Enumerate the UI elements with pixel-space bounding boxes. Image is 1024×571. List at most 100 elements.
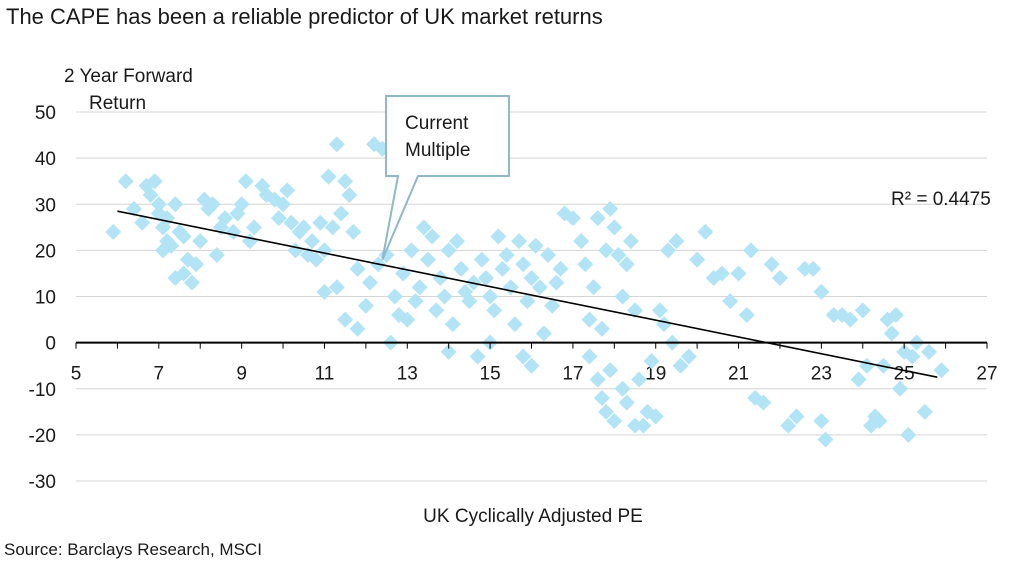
data-point <box>921 343 938 360</box>
data-point <box>295 219 312 236</box>
data-point <box>125 200 142 217</box>
data-point <box>105 223 122 240</box>
x-tick-label: 23 <box>811 364 832 385</box>
data-point <box>813 413 830 430</box>
data-point <box>598 242 615 259</box>
gridlines <box>76 111 987 482</box>
data-point <box>593 320 610 337</box>
data-point <box>341 187 358 204</box>
y-tick-label: -30 <box>29 472 56 493</box>
data-point <box>618 394 635 411</box>
data-point <box>523 270 540 287</box>
data-point <box>117 173 134 190</box>
data-point <box>142 187 159 204</box>
y-tick-label: -20 <box>29 426 56 447</box>
y-tick-labels: 50 40 30 20 10 0 -10 -20 -30 <box>29 103 56 493</box>
data-point <box>606 219 623 236</box>
data-point <box>627 417 644 434</box>
data-point <box>647 408 664 425</box>
data-point <box>933 362 950 379</box>
data-point <box>498 246 515 263</box>
data-point <box>333 205 350 222</box>
data-point <box>589 210 606 227</box>
data-point <box>627 302 644 319</box>
data-point <box>598 403 615 420</box>
data-point <box>805 260 822 277</box>
x-tick-label: 9 <box>236 364 247 385</box>
source-note: Source: Barclays Research, MSCI <box>4 540 262 559</box>
data-point <box>448 233 465 250</box>
x-tick-label: 25 <box>894 364 915 385</box>
data-point <box>842 311 859 328</box>
data-point <box>892 380 909 397</box>
data-point <box>602 200 619 217</box>
current-multiple-callout: Current Multiple <box>381 95 510 260</box>
data-point <box>531 279 548 296</box>
data-point <box>399 311 416 328</box>
data-point <box>308 251 325 268</box>
y-axis-label-line-2: Return <box>89 93 146 114</box>
data-point <box>850 371 867 388</box>
data-point <box>304 233 321 250</box>
data-point <box>506 316 523 333</box>
data-point <box>763 256 780 273</box>
x-tick-label: 15 <box>480 364 501 385</box>
data-point <box>573 233 590 250</box>
data-point <box>403 242 420 259</box>
data-point <box>519 293 536 310</box>
y-tick-label: 40 <box>35 149 56 170</box>
data-point <box>651 302 668 319</box>
data-point <box>440 242 457 259</box>
data-point <box>312 214 329 231</box>
data-point <box>345 223 362 240</box>
callout-text: Current <box>405 113 469 134</box>
data-points <box>105 136 950 448</box>
data-point <box>469 348 486 365</box>
x-tick-label: 21 <box>728 364 749 385</box>
data-point <box>606 413 623 430</box>
data-point <box>324 219 341 236</box>
data-point <box>515 348 532 365</box>
data-point <box>411 279 428 296</box>
data-point <box>407 293 424 310</box>
data-point <box>428 302 445 319</box>
data-point <box>486 302 503 319</box>
data-point <box>316 283 333 300</box>
data-point <box>328 279 345 296</box>
data-point <box>817 431 834 448</box>
data-point <box>871 413 888 430</box>
data-point <box>453 260 470 277</box>
data-point <box>241 233 258 250</box>
data-point <box>900 426 917 443</box>
data-point <box>490 228 507 245</box>
y-tick-label: -10 <box>29 380 56 401</box>
data-point <box>713 265 730 282</box>
data-point <box>722 293 739 310</box>
data-point <box>192 233 209 250</box>
data-point <box>432 270 449 287</box>
data-point <box>175 228 192 245</box>
data-point <box>461 293 478 310</box>
data-point <box>349 260 366 277</box>
data-point <box>858 357 875 374</box>
data-point <box>697 223 714 240</box>
data-point <box>436 288 453 305</box>
data-point <box>386 288 403 305</box>
data-point <box>419 251 436 268</box>
data-point <box>511 233 528 250</box>
data-point <box>742 242 759 259</box>
y-tick-label: 20 <box>35 241 56 262</box>
x-tick-labels: 5 7 9 11 13 15 17 19 21 23 25 27 <box>71 364 998 385</box>
data-point <box>320 168 337 185</box>
x-tick-label: 19 <box>645 364 666 385</box>
data-point <box>631 371 648 388</box>
data-point <box>494 260 511 277</box>
data-point <box>208 246 225 263</box>
r-squared-label: R² = 0.4475 <box>891 189 991 210</box>
x-tick-label: 11 <box>315 364 335 385</box>
data-point <box>424 228 441 245</box>
x-tick-label: 17 <box>562 364 583 385</box>
data-point <box>283 214 300 231</box>
y-tick-label: 50 <box>35 103 56 124</box>
y-tick-label: 0 <box>45 334 56 355</box>
